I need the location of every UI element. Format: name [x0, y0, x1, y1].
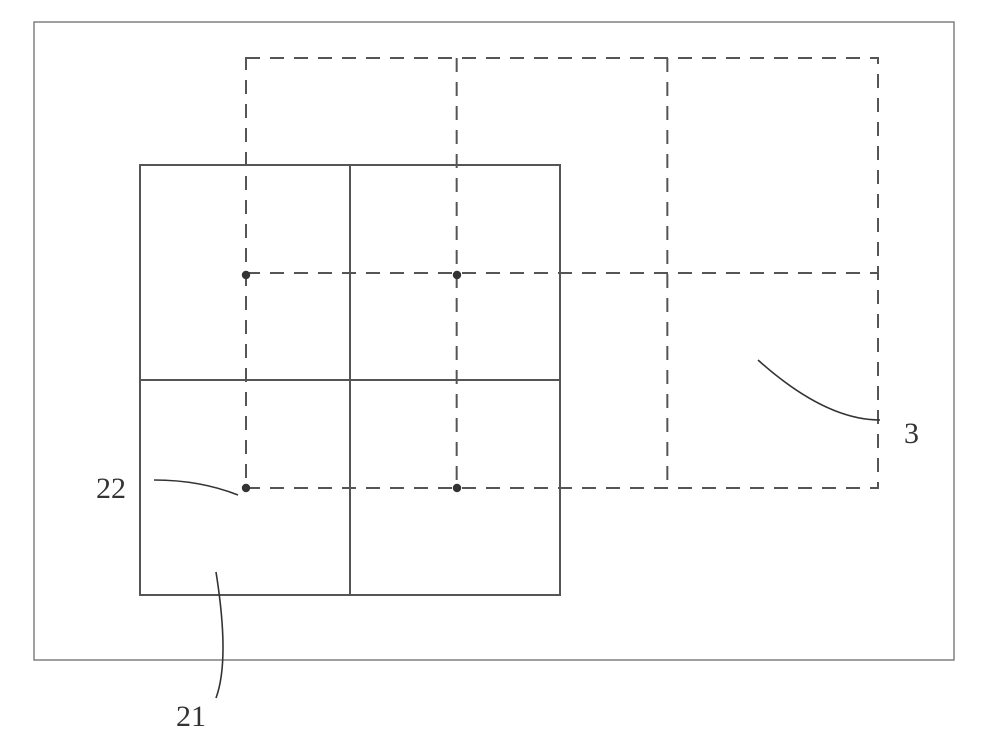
callout-c3: 3: [758, 360, 919, 450]
callout-label-c21: 21: [176, 700, 206, 733]
intersection-points: [242, 271, 461, 492]
callout-c21: 21: [176, 572, 223, 733]
dashed-grid: [246, 58, 878, 488]
callout-c22: 22: [96, 472, 238, 505]
callout-label-c3: 3: [904, 417, 919, 450]
outer-rect: [34, 22, 954, 660]
callout-label-c22: 22: [96, 472, 126, 505]
callout-leader-c22: [154, 480, 238, 495]
solid-grid: [140, 165, 560, 595]
callout-leader-c3: [758, 360, 880, 420]
callout-leader-c21: [216, 572, 223, 698]
